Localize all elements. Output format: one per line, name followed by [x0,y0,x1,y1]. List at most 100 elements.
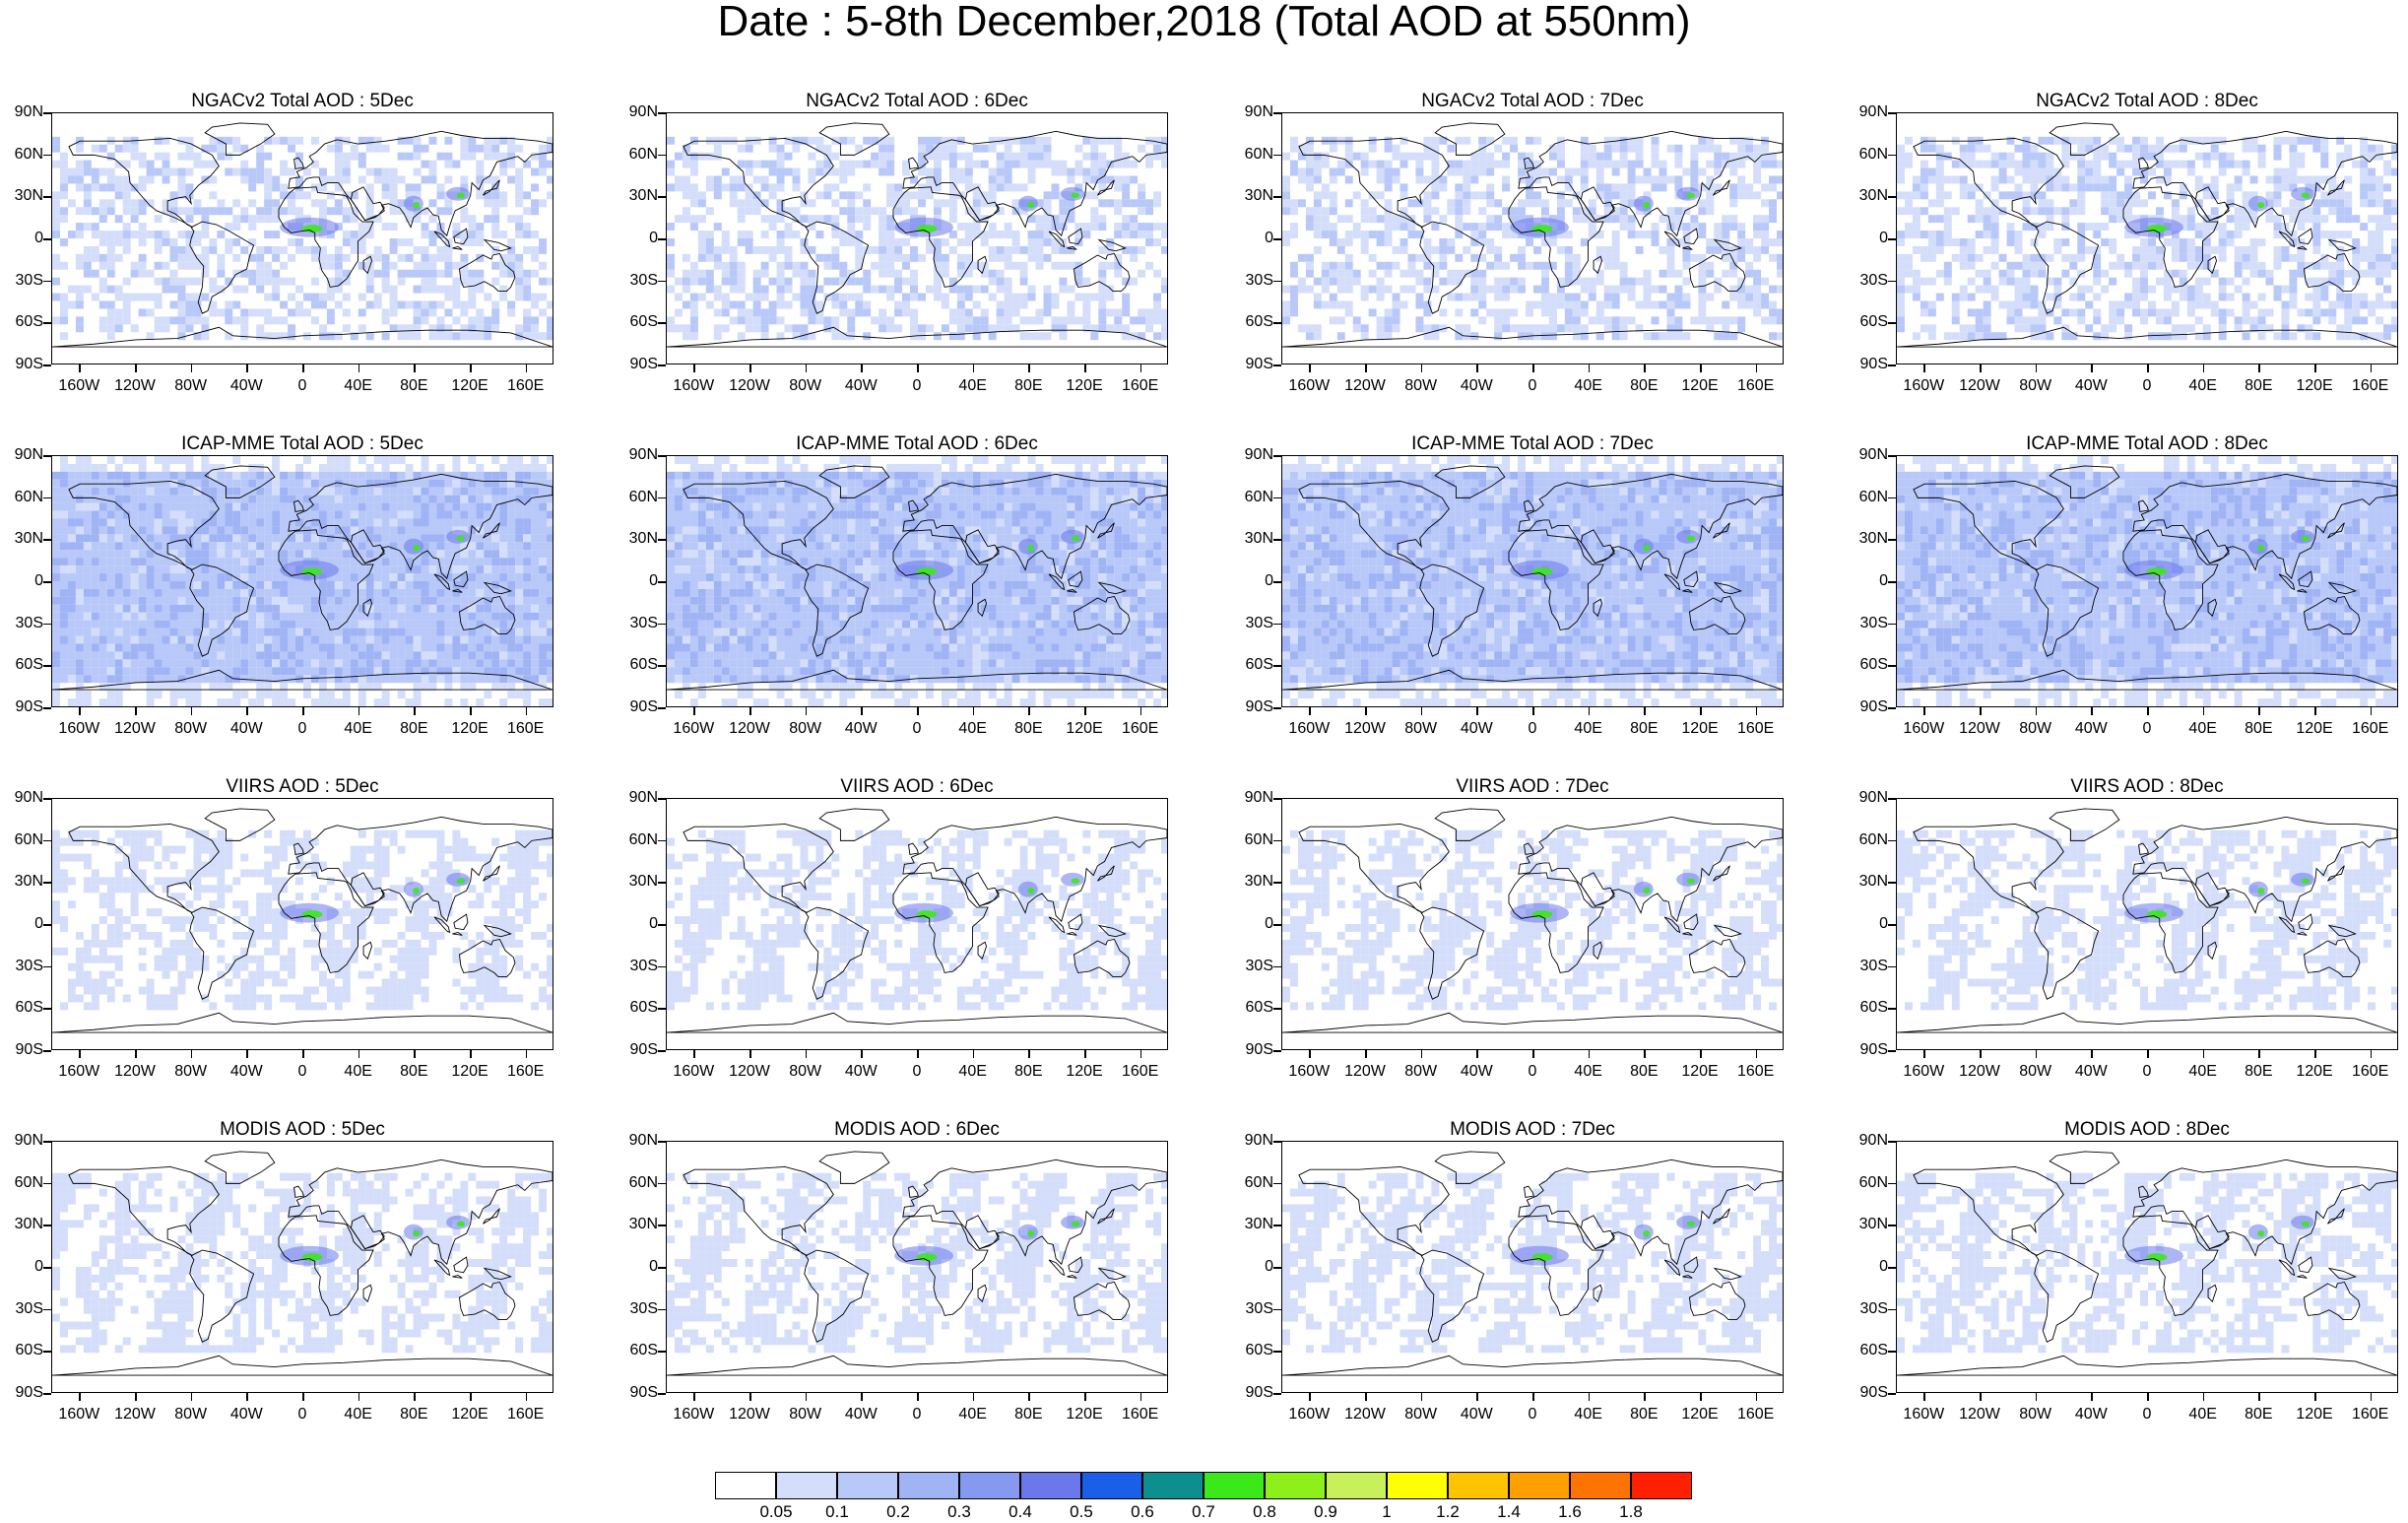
aod-cell [476,581,485,589]
aod-cell [272,542,281,551]
aod-cell [531,495,540,503]
aod-cell [232,510,241,519]
aod-cell [185,144,194,153]
aod-cell [1011,231,1020,238]
aod-cell [1556,285,1565,294]
aod-cell [154,293,163,301]
aod-cell [2234,285,2243,294]
aod-cell [886,167,895,176]
aod-cell [272,175,281,184]
aod-cell [539,199,548,208]
aod-cell [2140,167,2148,176]
aod-cell [358,308,366,317]
aod-cell [1729,285,1738,294]
aod-cell [114,183,123,192]
aod-cell [1455,160,1464,168]
aod-cell [389,495,398,503]
aod-cell [1603,191,1612,200]
aod-cell [941,293,949,301]
aod-cell [75,175,84,184]
aod-cell [2186,207,2195,216]
aod-cell [413,558,422,566]
aod-cell [808,223,816,232]
aod-cell [130,565,139,574]
aod-cell [1674,285,1683,294]
aod-cell [2014,231,2023,238]
aod-cell [421,175,429,184]
aod-cell [1619,183,1628,192]
aod-cell [1486,167,1495,176]
aod-cell [1510,277,1519,286]
aod-cell [1698,223,1707,232]
aod-cell [1603,300,1612,309]
coastline [2298,228,2313,245]
aod-cell [1975,199,1984,208]
aod-cell [917,293,926,301]
aod-cell [2194,293,2203,301]
aod-cell [225,308,233,317]
aod-cell [91,550,99,559]
aod-cell [326,293,335,301]
aod-cell [831,332,840,341]
aod-cell [106,167,115,176]
aod-cell [350,510,358,519]
aod-cell [2210,136,2219,145]
aod-cell [1392,215,1400,224]
aod-cell [1289,300,1298,309]
aod-cell [894,191,903,200]
aod-cell [98,277,107,286]
aod-cell [1067,316,1075,325]
aod-cell [342,550,351,559]
aod-cell [2328,300,2337,309]
aod-cell [863,215,872,224]
aod-cell [130,581,139,589]
aod-cell [468,152,477,161]
aod-cell [75,300,84,309]
aod-cell [1114,308,1123,317]
latitude-tick [1273,154,1281,157]
aod-cell [1392,144,1400,153]
aod-cell [381,308,390,317]
aod-cell [1027,231,1036,238]
aod-cell [1019,277,1028,286]
aod-cell [365,534,374,543]
aod-cell [2006,136,2015,145]
aod-cell [988,253,997,262]
aod-cell [2297,199,2306,208]
aod-cell [2077,136,2086,145]
aod-cell [507,261,516,270]
aod-cell [2281,167,2290,176]
aod-cell [941,199,949,208]
aod-cell [1153,293,1162,301]
aod-cell [1666,207,1675,216]
aod-cell [776,231,785,238]
aod-cell [1540,324,1549,333]
aod-cell [138,588,147,597]
aod-cell [2344,269,2353,278]
aod-cell [1478,207,1487,216]
aod-cell [1027,160,1036,168]
aod-cell [397,332,406,341]
aod-cell [1920,324,1928,333]
aod-cell [879,144,887,153]
aod-cell [2124,269,2133,278]
aod-cell [1114,183,1123,192]
aod-cell [2328,231,2337,238]
aod-cell [1027,238,1036,246]
aod-cell [193,487,202,496]
aod-cell [1659,269,1667,278]
aod-cell [146,565,155,574]
aod-cell [925,183,934,192]
aod-cell [2077,191,2086,200]
aod-cell [264,332,273,341]
aod-cell [1352,191,1361,200]
aod-cell [1580,207,1589,216]
aod-cell [122,308,131,317]
aod-cell [122,144,131,153]
aod-cell [2273,152,2282,161]
aod-cell [280,487,289,496]
aod-cell [2109,300,2117,309]
aod-cell [737,316,746,325]
aod-cell [154,565,163,574]
aod-cell [499,191,508,200]
